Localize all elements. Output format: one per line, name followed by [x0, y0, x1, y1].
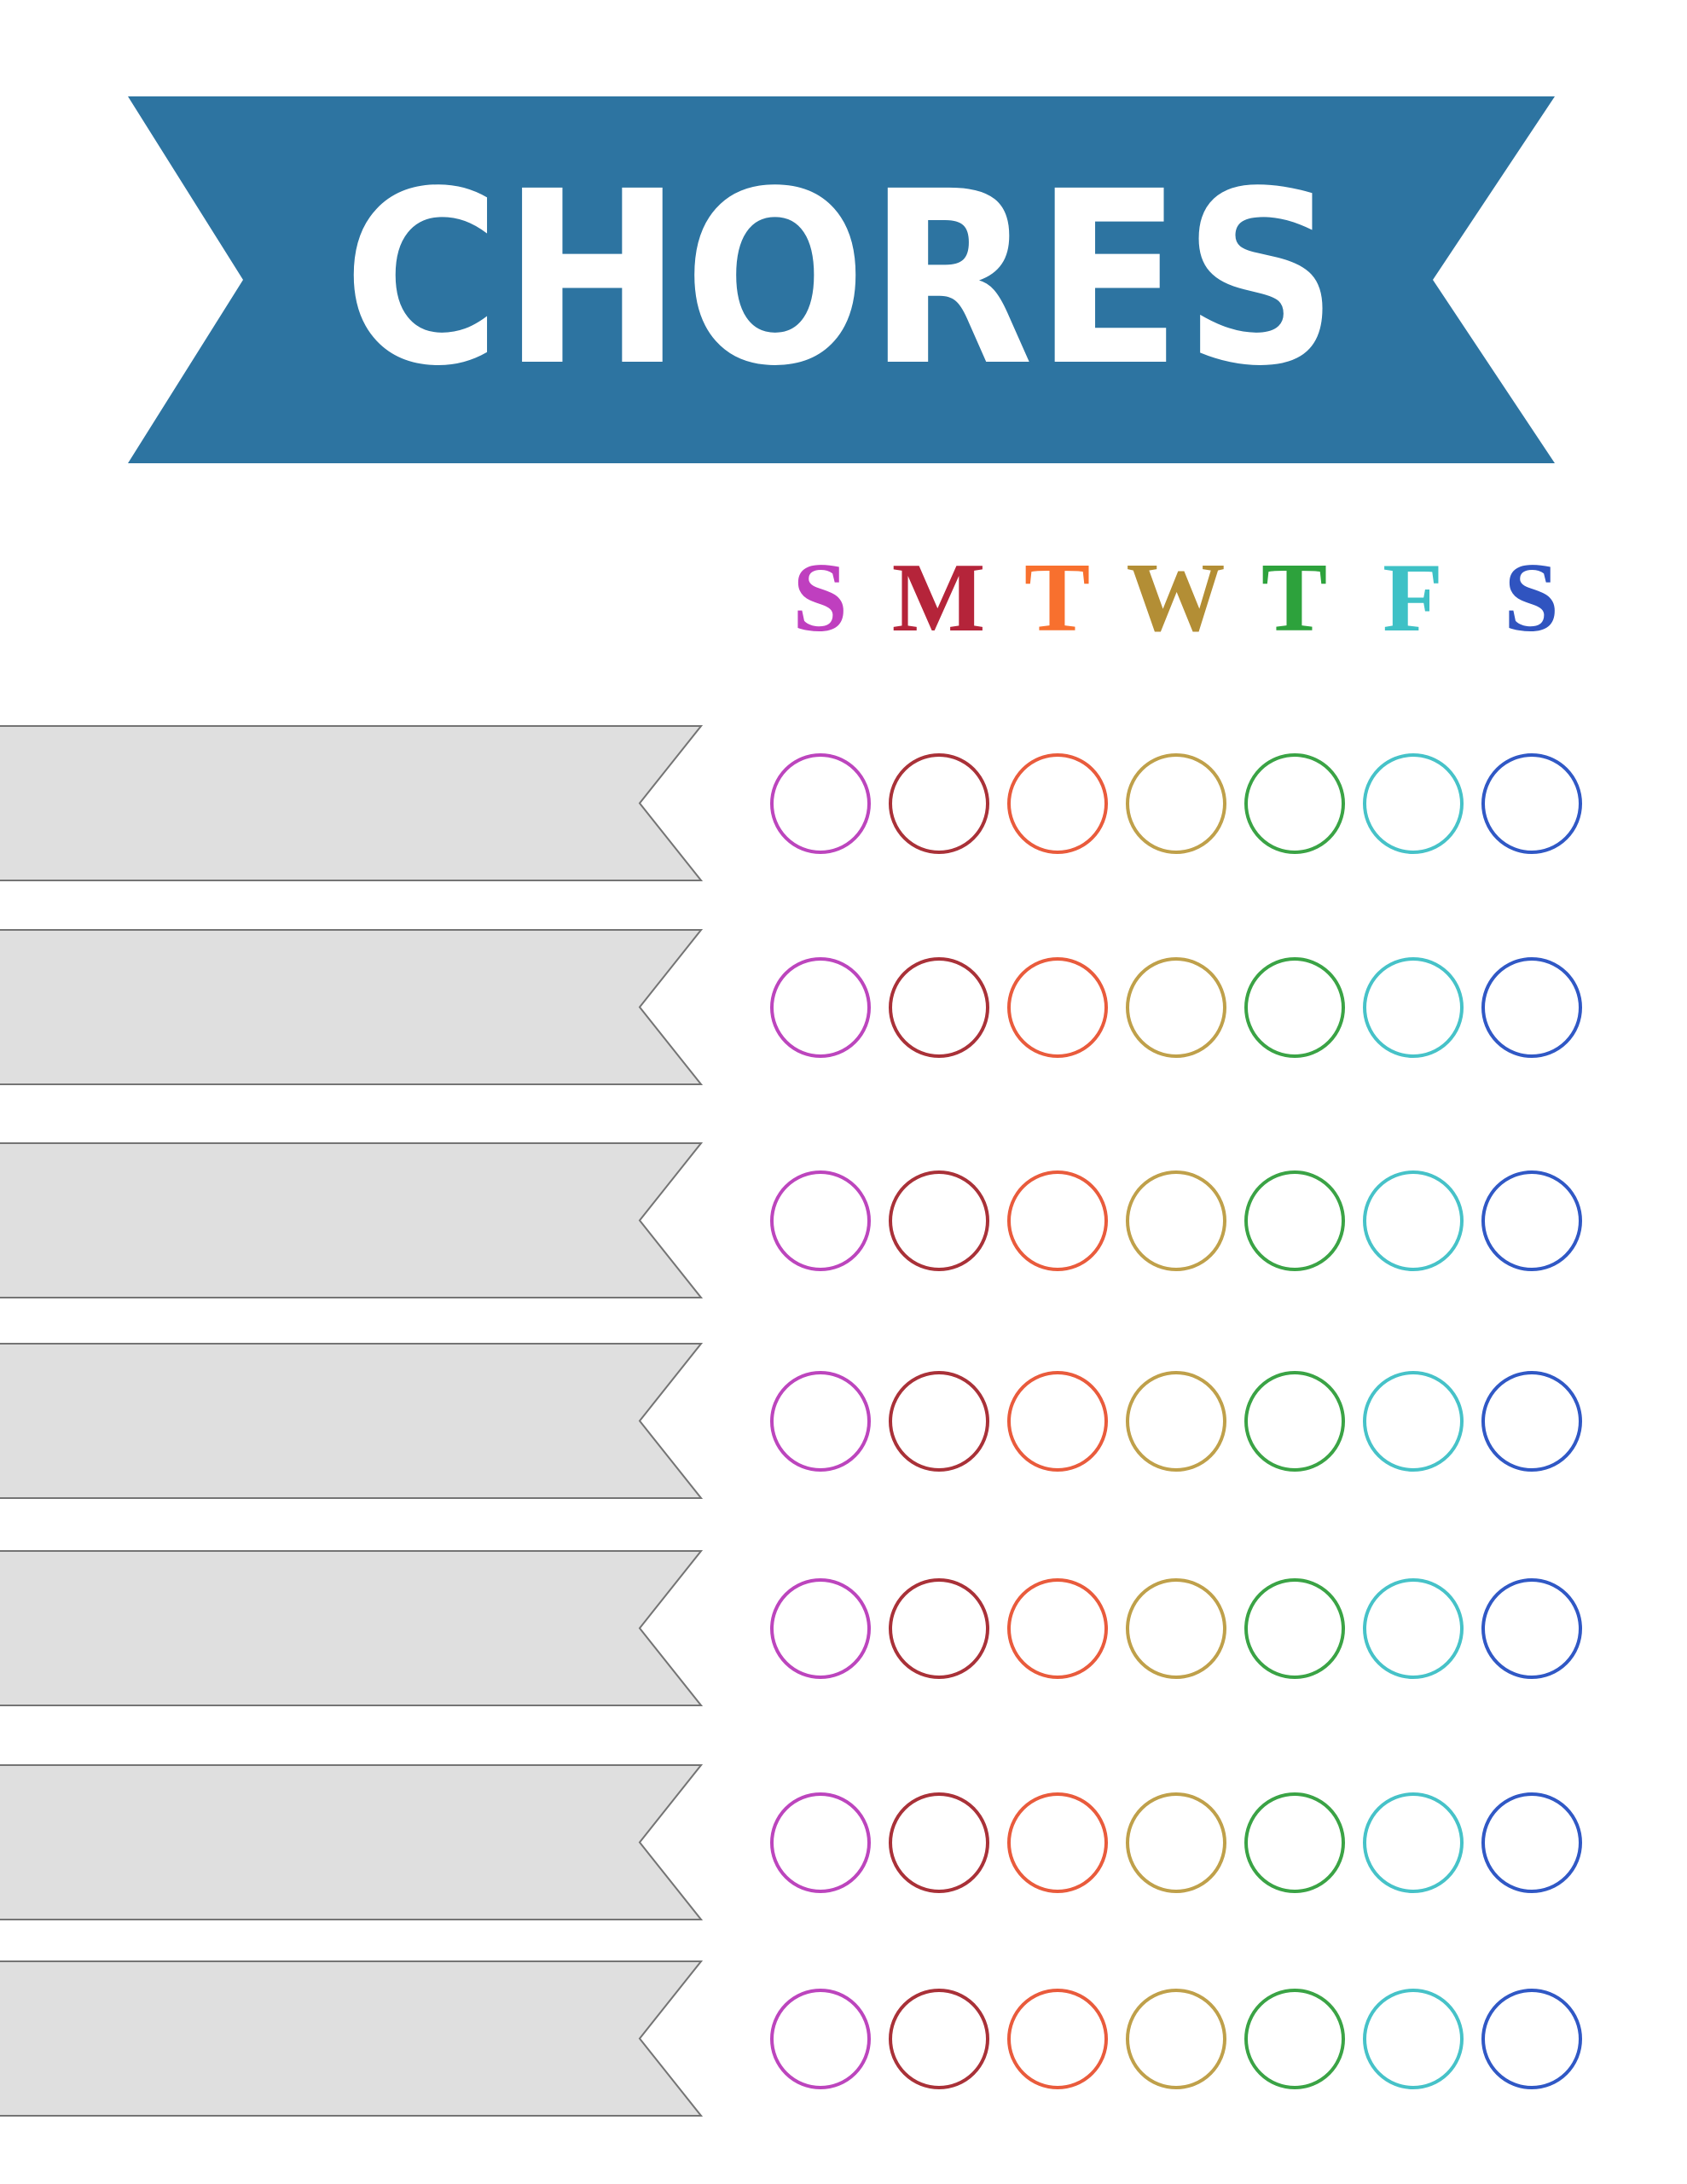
- day-circles: [761, 1142, 1591, 1298]
- circle-friday[interactable]: [1362, 1370, 1464, 1472]
- chore-name-ribbon: [0, 1550, 703, 1706]
- circle-friday[interactable]: [1362, 1170, 1464, 1271]
- circle-wednesday[interactable]: [1125, 1170, 1226, 1271]
- circle-thursday[interactable]: [1244, 1577, 1345, 1679]
- circle-wednesday[interactable]: [1125, 1988, 1226, 2089]
- chore-name-ribbon: [0, 1142, 703, 1298]
- circle-thursday[interactable]: [1244, 1170, 1345, 1271]
- chore-name-ribbon: [0, 1960, 703, 2117]
- chore-name-ribbon-shape: [0, 1764, 703, 1920]
- circle-thursday[interactable]: [1244, 752, 1345, 854]
- chore-name-field[interactable]: [34, 1764, 597, 1920]
- chore-row: [0, 725, 1687, 881]
- circle-monday[interactable]: [888, 956, 989, 1058]
- circle-thursday[interactable]: [1244, 1370, 1345, 1472]
- circle-wednesday[interactable]: [1125, 1792, 1226, 1893]
- circle-monday[interactable]: [888, 752, 989, 854]
- chore-name-field[interactable]: [34, 725, 597, 881]
- circle-tuesday[interactable]: [1006, 1370, 1108, 1472]
- circle-tuesday[interactable]: [1006, 956, 1108, 1058]
- chore-row: [0, 1550, 1687, 1706]
- chore-name-ribbon-shape: [0, 1960, 703, 2117]
- circle-saturday[interactable]: [1481, 1170, 1582, 1271]
- page-title: CHORES: [343, 141, 1340, 419]
- chore-name-ribbon-shape: [0, 1550, 703, 1706]
- day-circles: [761, 725, 1591, 881]
- chore-row: [0, 1343, 1687, 1499]
- chore-name-field[interactable]: [34, 1343, 597, 1499]
- circle-saturday[interactable]: [1481, 1370, 1582, 1472]
- circle-saturday[interactable]: [1481, 956, 1582, 1058]
- circle-saturday[interactable]: [1481, 752, 1582, 854]
- circle-friday[interactable]: [1362, 1792, 1464, 1893]
- circle-friday[interactable]: [1362, 1988, 1464, 2089]
- week-header: S M T W T F S: [761, 546, 1591, 650]
- circle-wednesday[interactable]: [1125, 1577, 1226, 1679]
- circle-sunday[interactable]: [769, 1792, 871, 1893]
- day-circles: [761, 1960, 1591, 2117]
- circle-thursday[interactable]: [1244, 1988, 1345, 2089]
- day-letter-tuesday: T: [1023, 543, 1091, 653]
- circle-monday[interactable]: [888, 1988, 989, 2089]
- circle-sunday[interactable]: [769, 956, 871, 1058]
- circle-tuesday[interactable]: [1006, 1792, 1108, 1893]
- circle-tuesday[interactable]: [1006, 1577, 1108, 1679]
- circle-wednesday[interactable]: [1125, 752, 1226, 854]
- circle-saturday[interactable]: [1481, 1577, 1582, 1679]
- circle-saturday[interactable]: [1481, 1792, 1582, 1893]
- circle-monday[interactable]: [888, 1370, 989, 1472]
- chore-row: [0, 1142, 1687, 1298]
- day-circles: [761, 929, 1591, 1085]
- chore-name-ribbon-shape: [0, 1142, 703, 1298]
- chore-name-field[interactable]: [34, 1142, 597, 1298]
- day-letter-saturday: S: [1504, 543, 1559, 653]
- circle-thursday[interactable]: [1244, 956, 1345, 1058]
- day-circles: [761, 1764, 1591, 1920]
- day-letter-sunday: S: [792, 543, 848, 653]
- chore-name-field[interactable]: [34, 1960, 597, 2117]
- chore-name-ribbon: [0, 1764, 703, 1920]
- day-letter-friday: F: [1383, 543, 1443, 653]
- circle-friday[interactable]: [1362, 1577, 1464, 1679]
- day-letter-wednesday: W: [1126, 543, 1226, 653]
- circle-sunday[interactable]: [769, 752, 871, 854]
- circle-wednesday[interactable]: [1125, 956, 1226, 1058]
- chore-row: [0, 1960, 1687, 2117]
- chore-name-ribbon-shape: [0, 1343, 703, 1499]
- circle-sunday[interactable]: [769, 1577, 871, 1679]
- day-letter-thursday: T: [1261, 543, 1328, 653]
- chore-name-field[interactable]: [34, 929, 597, 1085]
- chore-name-ribbon: [0, 1343, 703, 1499]
- circle-monday[interactable]: [888, 1170, 989, 1271]
- circle-wednesday[interactable]: [1125, 1370, 1226, 1472]
- day-letter-monday: M: [891, 543, 986, 653]
- chore-name-field[interactable]: [34, 1550, 597, 1706]
- chore-row: [0, 1764, 1687, 1920]
- chore-name-ribbon-shape: [0, 929, 703, 1085]
- circle-sunday[interactable]: [769, 1988, 871, 2089]
- day-circles: [761, 1343, 1591, 1499]
- circle-sunday[interactable]: [769, 1170, 871, 1271]
- circle-monday[interactable]: [888, 1792, 989, 1893]
- circle-tuesday[interactable]: [1006, 1170, 1108, 1271]
- chore-name-ribbon: [0, 929, 703, 1085]
- circle-tuesday[interactable]: [1006, 1988, 1108, 2089]
- chore-row: [0, 929, 1687, 1085]
- circle-saturday[interactable]: [1481, 1988, 1582, 2089]
- circle-friday[interactable]: [1362, 956, 1464, 1058]
- chores-banner: [128, 96, 1555, 463]
- circle-sunday[interactable]: [769, 1370, 871, 1472]
- circle-thursday[interactable]: [1244, 1792, 1345, 1893]
- circle-monday[interactable]: [888, 1577, 989, 1679]
- chore-name-ribbon-shape: [0, 725, 703, 881]
- chores-banner-shape: [128, 96, 1555, 463]
- chore-name-ribbon: [0, 725, 703, 881]
- circle-friday[interactable]: [1362, 752, 1464, 854]
- day-circles: [761, 1550, 1591, 1706]
- circle-tuesday[interactable]: [1006, 752, 1108, 854]
